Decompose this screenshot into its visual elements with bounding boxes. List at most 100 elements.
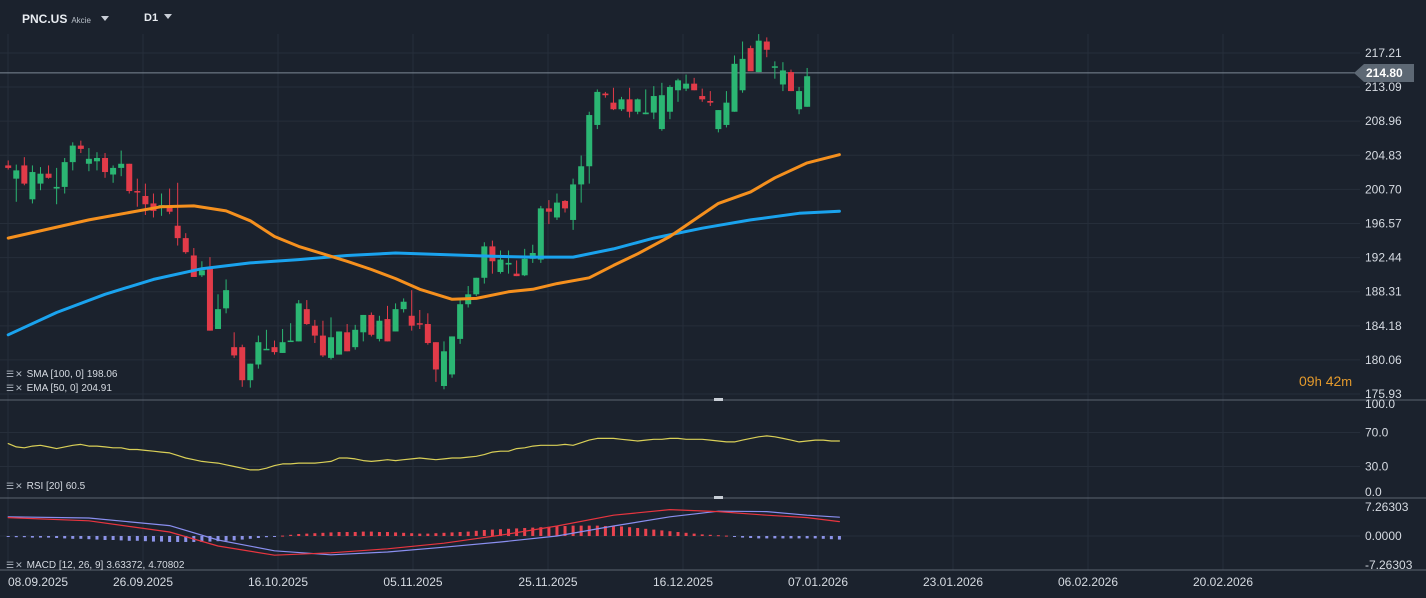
macd-histogram-bar — [563, 526, 567, 536]
macd-histogram-bar — [555, 526, 559, 536]
candle-body — [255, 342, 262, 365]
candle-body — [699, 96, 706, 100]
macd-histogram-bar — [418, 533, 422, 536]
symbol-type: Akcie — [71, 16, 91, 25]
price-axis-label: 200.70 — [1365, 182, 1402, 196]
macd-histogram-bar — [603, 526, 607, 536]
macd-histogram-bar — [716, 535, 720, 537]
rsi-axis-label: 100.0 — [1365, 397, 1395, 411]
candle-body — [691, 83, 698, 91]
candle-body — [779, 70, 786, 85]
candle-body — [21, 165, 28, 184]
chevron-down-icon — [100, 16, 109, 21]
macd-histogram-bar — [692, 533, 696, 536]
candle-body — [562, 200, 569, 209]
date-axis-label: 06.02.2026 — [1058, 575, 1118, 589]
candle-body — [360, 314, 367, 333]
macd-histogram-bar — [636, 528, 640, 536]
candle-body — [61, 162, 68, 187]
settings-icon[interactable]: ☰✕ — [6, 560, 24, 570]
date-axis-label: 26.09.2025 — [113, 575, 173, 589]
macd-histogram-bar — [595, 525, 599, 536]
candle-body — [666, 86, 673, 112]
candle-body — [545, 208, 552, 212]
candle-body — [658, 95, 665, 130]
candle-body — [231, 347, 238, 356]
macd-histogram-bar — [103, 536, 107, 540]
macd-legend[interactable]: ☰✕ MACD [12, 26, 9] 3.63372, 4.70802 — [6, 560, 184, 571]
rsi-axis-label: 70.0 — [1365, 426, 1389, 440]
symbol-selector[interactable]: PNC.US Akcie — [22, 12, 109, 26]
macd-histogram-bar — [353, 532, 357, 536]
date-axis-label: 05.11.2025 — [383, 575, 442, 589]
candle-body — [166, 206, 173, 212]
candle-body — [440, 351, 447, 386]
settings-icon[interactable]: ☰✕ — [6, 481, 24, 491]
macd-label: MACD [12, 26, 9] — [26, 560, 104, 571]
ema-50-line — [6, 153, 841, 301]
rsi-line — [7, 435, 840, 471]
macd-histogram-bar — [313, 533, 317, 536]
macd-histogram-bar — [22, 536, 26, 538]
candle-body — [473, 277, 480, 295]
macd-histogram-bar — [321, 532, 325, 536]
candle-body — [5, 165, 12, 168]
date-axis-label: 20.02.2026 — [1193, 575, 1253, 589]
candle-body — [457, 304, 464, 339]
candle-body — [763, 41, 770, 50]
settings-icon[interactable]: ☰✕ — [6, 383, 24, 393]
macd-histogram-bar — [208, 536, 212, 542]
candle-body — [69, 145, 76, 163]
macd-histogram-bar — [184, 536, 188, 542]
candle-body — [586, 115, 593, 167]
candle-body — [804, 76, 811, 107]
macd-histogram-bar — [757, 536, 761, 539]
candle-body — [731, 63, 738, 112]
macd-histogram-bar — [749, 536, 753, 538]
macd-histogram-bar — [6, 536, 10, 537]
macd-histogram-bar — [248, 536, 252, 539]
candle-body — [408, 315, 415, 326]
candle-body — [126, 163, 133, 192]
bar-countdown: 09h 42m — [1299, 373, 1352, 389]
macd-histogram-bar — [135, 536, 139, 541]
candle-body — [303, 309, 310, 325]
sma-legend[interactable]: ☰✕ SMA [100, 0] 198.06 — [6, 369, 117, 380]
rsi-legend[interactable]: ☰✕ RSI [20] 60.5 — [6, 481, 85, 492]
candle-body — [723, 102, 730, 125]
candle-body — [642, 112, 649, 115]
macd-histogram-bar — [765, 536, 769, 539]
macd-histogram-bar — [256, 536, 260, 538]
price-axis-label: 196.57 — [1365, 217, 1402, 231]
candle-body — [352, 329, 359, 348]
candle-body — [53, 186, 60, 189]
ema-legend[interactable]: ☰✕ EMA [50, 0] 204.91 — [6, 383, 112, 394]
candle-body — [344, 332, 351, 352]
macd-histogram-bar — [95, 536, 99, 540]
macd-value-1: 3.63372, — [106, 560, 146, 571]
timeframe-selector[interactable]: D1 — [144, 12, 173, 24]
macd-histogram-bar — [273, 536, 277, 537]
price-axis-label: 204.83 — [1365, 148, 1402, 162]
rsi-axis-label: 30.0 — [1365, 460, 1389, 474]
macd-histogram-bar — [55, 536, 59, 538]
macd-line — [7, 509, 840, 556]
macd-histogram-bar — [127, 536, 131, 541]
candle-body — [182, 238, 189, 253]
current-price-value: 214.80 — [1366, 66, 1403, 80]
macd-histogram-bar — [200, 536, 204, 542]
candle-body — [618, 99, 625, 110]
candle-body — [610, 102, 617, 110]
macd-histogram-bar — [143, 536, 147, 542]
pane-resize-handle — [714, 496, 723, 499]
macd-histogram-bar — [733, 536, 736, 537]
candle-body — [215, 309, 222, 329]
macd-histogram-bar — [394, 532, 398, 536]
macd-histogram-bar — [63, 536, 67, 539]
settings-icon[interactable]: ☰✕ — [6, 369, 24, 379]
candle-body — [263, 348, 270, 351]
candle-body — [279, 342, 286, 353]
macd-histogram-bar — [345, 532, 349, 536]
candle-body — [675, 80, 682, 91]
